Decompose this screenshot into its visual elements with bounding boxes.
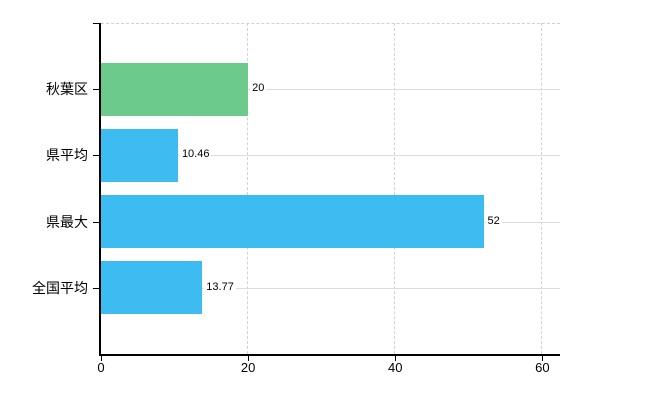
bar (101, 195, 484, 249)
x-tick-label: 0 (97, 360, 105, 375)
category-label: 県平均 (46, 147, 88, 164)
bar-value-label: 10.46 (179, 148, 212, 162)
y-axis-tick (93, 222, 101, 223)
bar (101, 128, 178, 182)
plot-area: 20 10.46 52 13.77 (93, 23, 560, 361)
x-axis-tick (101, 356, 102, 361)
x-axis-tick-labels: 0 20 40 60 (97, 360, 560, 378)
grid-line-vertical (247, 23, 249, 354)
grid-line-horizontal (101, 89, 560, 90)
y-axis-top-tick (93, 23, 101, 24)
y-axis-line (99, 23, 101, 356)
x-tick-label: 60 (535, 360, 550, 375)
grid-line-vertical (541, 23, 543, 354)
x-tick-label: 20 (240, 360, 256, 375)
category-axis-labels: 秋葉区県平均県最大全国平均 (0, 0, 88, 400)
grid-line-vertical (394, 23, 396, 354)
y-axis-tick (93, 288, 101, 289)
category-label: 秋葉区 (46, 81, 88, 98)
bar (101, 62, 249, 116)
category-label: 県最大 (46, 213, 88, 230)
y-axis-tick (93, 89, 101, 90)
x-axis-tick (248, 356, 249, 361)
x-axis-line (99, 354, 560, 356)
plot-top-border (101, 23, 560, 24)
bar (101, 261, 203, 315)
y-axis-tick (93, 155, 101, 156)
grid-line-horizontal (101, 155, 560, 156)
category-label: 全国平均 (32, 279, 88, 296)
bar-value-label: 20 (250, 82, 267, 96)
grid-line-horizontal (101, 288, 560, 289)
bar-value-label: 13.77 (204, 280, 236, 294)
x-tick-label: 40 (387, 360, 403, 375)
x-axis-tick (395, 356, 396, 361)
bar-value-label: 52 (485, 214, 502, 228)
x-axis-tick (542, 356, 543, 361)
